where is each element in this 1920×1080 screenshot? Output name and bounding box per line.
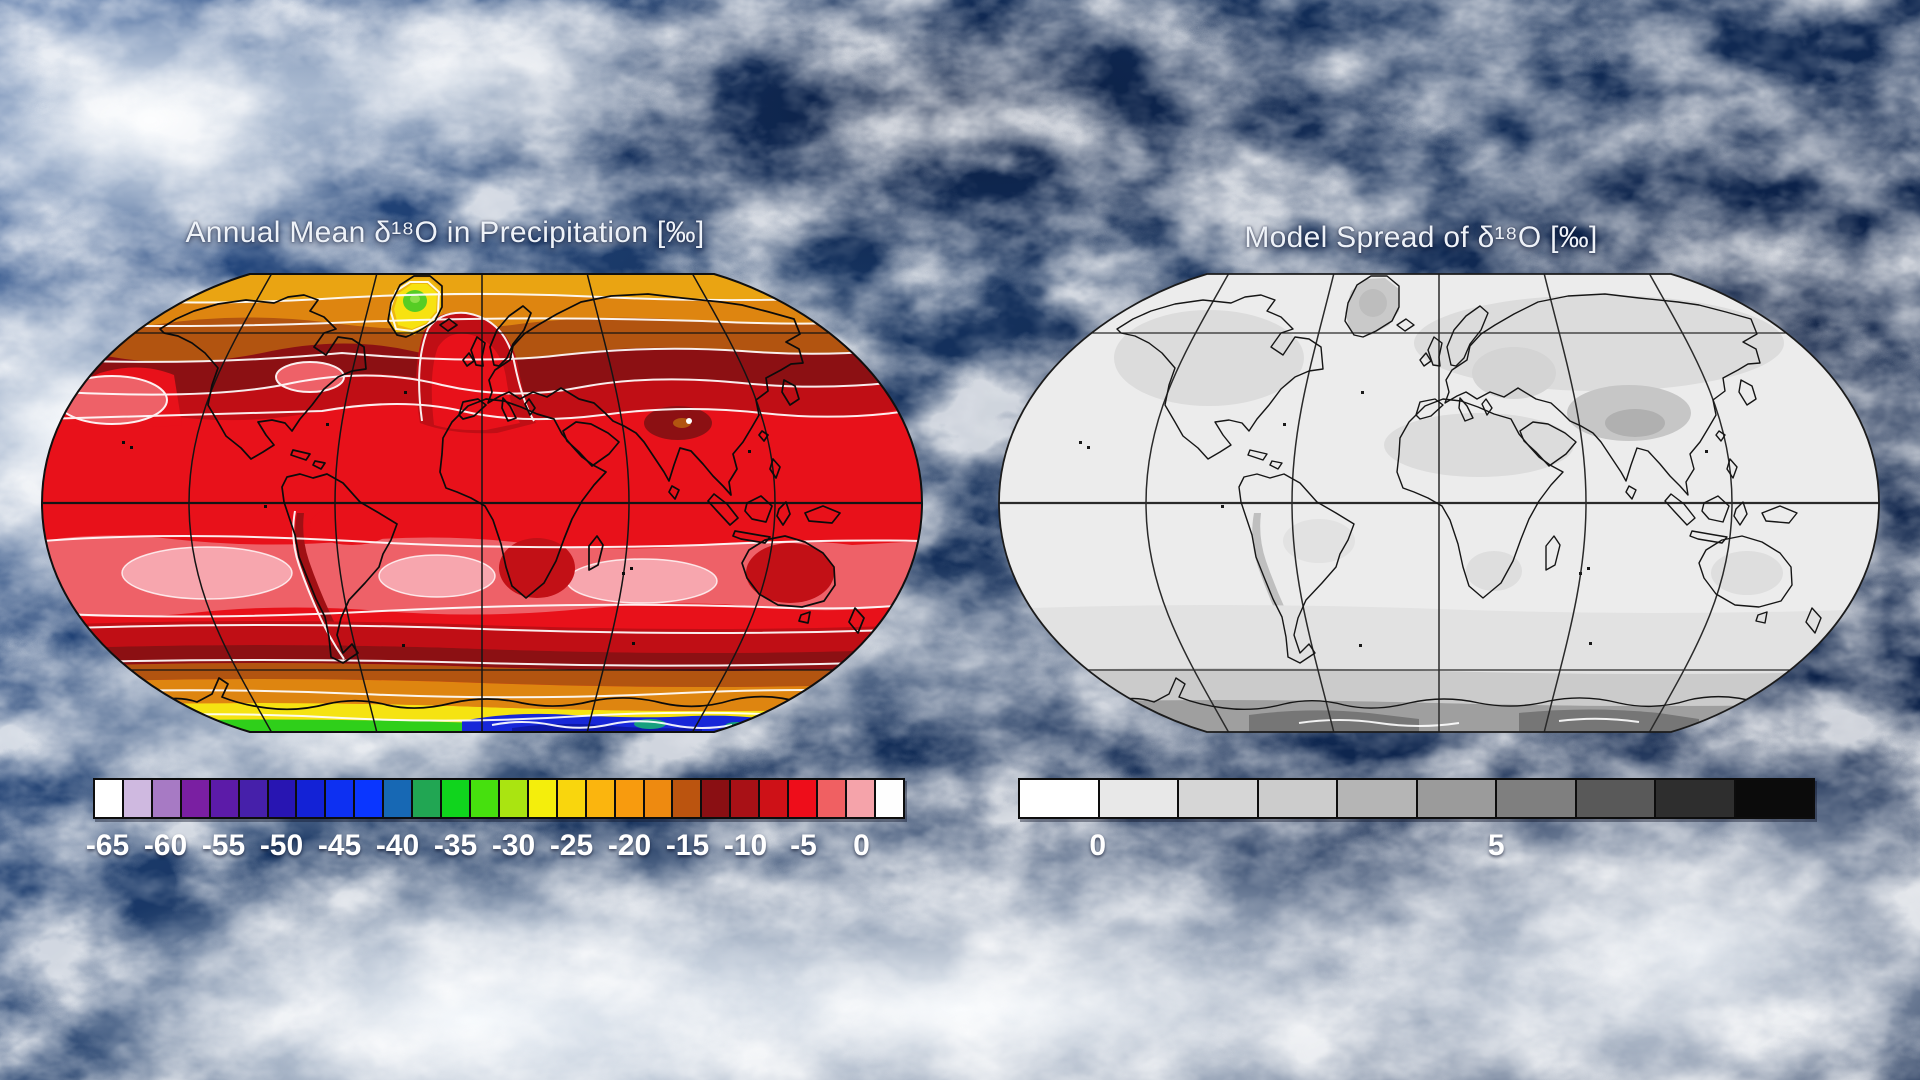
colorbar-cell (384, 780, 414, 817)
colorbar-cell (818, 780, 847, 817)
colorbar-cell (702, 780, 732, 817)
colorbar-cell (239, 780, 269, 817)
colorbar-cell (1417, 780, 1497, 817)
left-colorbar: -65 -60 -55 -50 -45 -40 -35 -30 -25 -20 -15 -10 -5 0 (86, 778, 905, 865)
colorbar-cell (210, 780, 240, 817)
colorbar-cell (528, 780, 558, 817)
colorbar-cell (181, 780, 211, 817)
colorbar-tick: -30 (491, 829, 536, 862)
right-colorbar-cells (1018, 778, 1815, 819)
colorbar-cell (470, 780, 500, 817)
colorbar-cell (557, 780, 587, 817)
colorbar-tick: 0 (853, 829, 870, 862)
colorbar-tick: -15 (665, 829, 710, 862)
colorbar-tick: -50 (259, 829, 304, 862)
colorbar-tick: -5 (790, 829, 817, 862)
colorbar-cell (789, 780, 819, 817)
colorbar-cell (1179, 780, 1259, 817)
colorbar-tick: 0 (1089, 829, 1107, 862)
colorbar-tick: -40 (375, 829, 420, 862)
colorbar-cell (1497, 780, 1577, 817)
colorbar-cell (123, 780, 153, 817)
colorbar-tick: -45 (317, 829, 362, 862)
colorbar-cell (846, 780, 876, 817)
colorbar-cell (499, 780, 529, 817)
colorbar-cell (297, 780, 327, 817)
colorbar-cell (731, 780, 761, 817)
colorbar-cell (326, 780, 356, 817)
left-map (41, 273, 923, 733)
right-map-title: Model Spread of δ¹⁸O [‰] (1244, 221, 1598, 254)
colorbar-cell (644, 780, 674, 817)
colorbar-cell (1099, 780, 1179, 817)
colorbar-tick: -55 (201, 829, 246, 862)
colorbar-cell (1656, 780, 1736, 817)
colorbar-cell (1576, 780, 1656, 817)
colorbar-cell (95, 780, 124, 817)
colorbar-cell (1258, 780, 1338, 817)
left-colorbar-ticks: -65 -60 -55 -50 -45 -40 -35 -30 -25 -20 -15 -10 -5 0 (86, 827, 905, 865)
colorbar-cell (760, 780, 790, 817)
colorbar-cell (152, 780, 182, 817)
colorbar-cell (673, 780, 703, 817)
colorbar-tick: -65 (85, 829, 130, 862)
colorbar-cell (268, 780, 298, 817)
colorbar-tick: -25 (549, 829, 594, 862)
colorbar-tick: -35 (433, 829, 478, 862)
colorbar-cell (1338, 780, 1418, 817)
colorbar-tick: 5 (1487, 829, 1505, 862)
colorbar-tick: -10 (723, 829, 768, 862)
left-colorbar-cells (93, 778, 905, 819)
colorbar-tick: -20 (607, 829, 652, 862)
colorbar-cell (1735, 780, 1813, 817)
colorbar-cell (1020, 780, 1100, 817)
colorbar-cell (413, 780, 443, 817)
colorbar-tick: -60 (143, 829, 188, 862)
colorbar-cell (615, 780, 645, 817)
colorbar-cell (875, 780, 903, 817)
colorbar-cell (355, 780, 385, 817)
colorbar-cell (586, 780, 616, 817)
right-map (998, 273, 1880, 733)
colorbar-cell (442, 780, 471, 817)
left-map-title: Annual Mean δ¹⁸O in Precipitation [‰] (185, 216, 705, 249)
